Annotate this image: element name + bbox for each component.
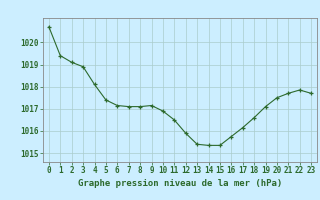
X-axis label: Graphe pression niveau de la mer (hPa): Graphe pression niveau de la mer (hPa) [78, 179, 282, 188]
